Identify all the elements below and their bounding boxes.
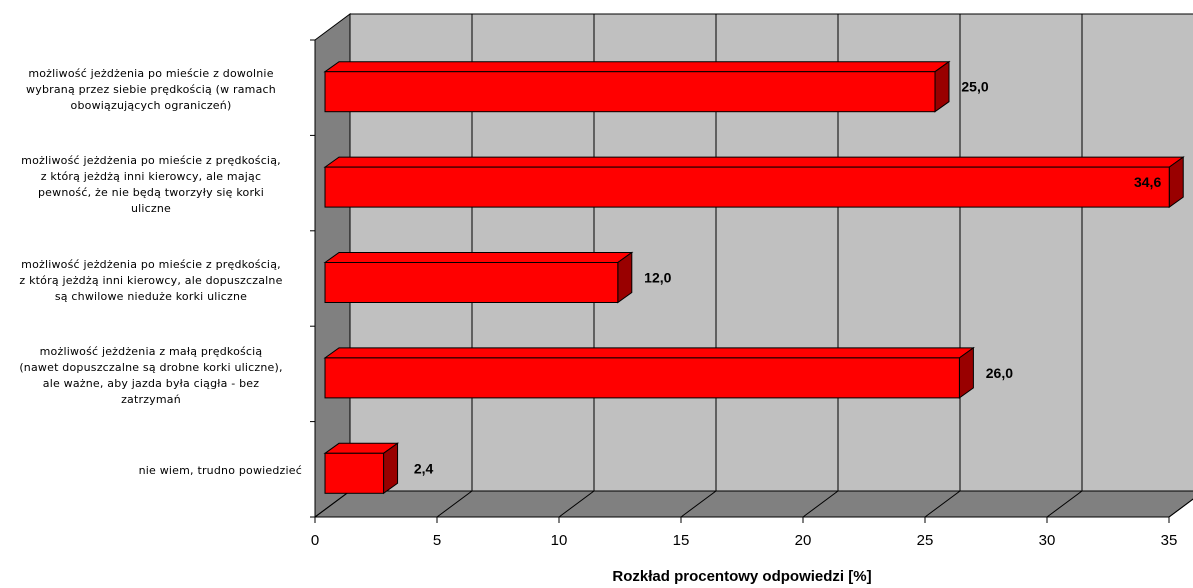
bar-top [323, 347, 975, 359]
floor-gridline [436, 490, 473, 518]
y-category-label-line: nie wiem, trudno powiedzieć [138, 464, 302, 478]
bar [324, 357, 960, 399]
y-category-label-line: z którą jeżdżą inni kierowcy, ale dopusz… [19, 273, 283, 287]
bar-top [323, 156, 1185, 168]
y-category-label-line: ale ważne, aby jazda była ciągła - bez [42, 376, 260, 390]
floor-gridline [558, 490, 595, 518]
bar-top [323, 61, 951, 73]
bar [324, 452, 385, 494]
data-label: 26,0 [986, 365, 1013, 381]
y-category-label: możliwość jeżdżenia po mieście z dowolni… [0, 66, 302, 114]
x-tick-label: 30 [1039, 532, 1056, 549]
floor-gridline [802, 490, 839, 518]
bar-top [323, 252, 634, 263]
y-category-label-line: obowiązujących ograniczeń) [70, 98, 232, 112]
y-category-label-line: możliwość jeżdżenia z małą prędkością [39, 344, 263, 358]
x-tick-label: 25 [917, 532, 934, 549]
x-tick-label: 5 [433, 532, 441, 549]
y-category-label: możliwość jeżdżenia po mieście z prędkoś… [0, 257, 302, 305]
y-category-label-line: możliwość jeżdżenia po mieście z prędkoś… [21, 154, 281, 168]
x-tick-label: 35 [1161, 532, 1178, 549]
y-category-label-line: zatrzymań [121, 392, 181, 406]
x-tick-label: 10 [551, 532, 568, 549]
x-tick-label: 15 [673, 532, 690, 549]
y-category-label: możliwość jeżdżenia po mieście z prędkoś… [0, 153, 302, 217]
y-category-label-line: pewność, że nie będą tworzyły się korki [37, 186, 264, 200]
bar [324, 262, 619, 303]
floor-gridline [1046, 490, 1083, 518]
data-label: 25,0 [961, 79, 988, 95]
floor-gridline [924, 490, 961, 518]
y-category-label-line: wybraną przez siebie prędkością (w ramac… [26, 82, 276, 96]
bar [324, 166, 1170, 208]
bar [324, 71, 936, 113]
y-category-label-line: z którą jeżdżą inni kierowcy, ale mając [40, 170, 262, 184]
y-category-label-line: są chwilowe nieduże korki uliczne [54, 289, 248, 303]
y-category-label-line: uliczne [130, 202, 172, 216]
y-category-label-line: możliwość jeżdżenia po mieście z dowolni… [28, 66, 274, 80]
y-category-label-line: (nawet dopuszczalne są drobne korki ulic… [19, 360, 283, 374]
x-tick-label: 20 [795, 532, 812, 549]
data-label: 2,4 [414, 460, 434, 476]
data-label: 34,6 [1134, 174, 1161, 190]
data-label: 12,0 [644, 270, 671, 286]
y-category-label: nie wiem, trudno powiedzieć [0, 463, 302, 479]
floor-gridline [1168, 498, 1193, 518]
x-axis-title: Rozkład procentowy odpowiedzi [%] [612, 568, 871, 585]
floor-gridline [314, 490, 351, 518]
y-category-label-line: możliwość jeżdżenia po mieście z prędkoś… [21, 257, 281, 271]
y-category-label: możliwość jeżdżenia z małą prędkością (na… [0, 344, 302, 408]
floor [313, 490, 1193, 518]
floor-gridline [680, 490, 717, 518]
x-tick-label: 0 [311, 532, 319, 549]
